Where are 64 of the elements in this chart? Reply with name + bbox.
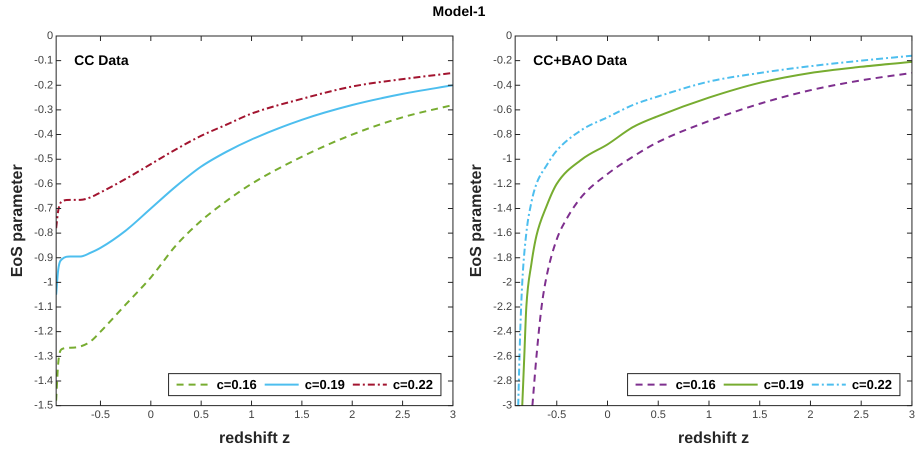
y-tick-label: -0.2 — [493, 54, 512, 67]
y-tick-label: -1.2 — [493, 178, 512, 190]
y-tick-label: -2.6 — [493, 350, 512, 362]
legend-label: c=0.22 — [392, 377, 433, 392]
y-tick-label: -1.1 — [34, 301, 54, 314]
x-tick-label: -0.5 — [547, 409, 566, 422]
x-tick-label: 2.5 — [854, 409, 869, 422]
legend-label: c=0.19 — [304, 377, 345, 392]
y-tick-label: -1.2 — [34, 326, 54, 338]
x-tick-label: 2 — [349, 409, 356, 422]
y-tick-label: -0.9 — [34, 252, 54, 264]
y-axis-title: EoS parameter — [9, 164, 26, 278]
y-tick-label: -0.1 — [34, 54, 54, 67]
line-series — [56, 84, 453, 296]
y-tick-label: -0.6 — [493, 104, 512, 116]
y-tick-label: -0.7 — [34, 202, 54, 215]
y-tick-label: -1.6 — [493, 227, 512, 240]
x-tick-label: 2.5 — [394, 409, 410, 422]
y-tick-label: -0.4 — [34, 128, 54, 141]
x-tick-label: 0 — [148, 409, 154, 422]
x-tick-label: 1 — [248, 409, 255, 422]
y-tick-label: -1 — [502, 153, 512, 166]
y-tick-label: -2 — [502, 276, 512, 288]
y-tick-label: -1.5 — [34, 400, 54, 412]
y-tick-label: 0 — [506, 30, 512, 42]
legend-label: c=0.16 — [216, 377, 257, 392]
y-tick-label: -0.8 — [34, 227, 54, 240]
y-tick-label: -2.8 — [493, 374, 512, 387]
y-tick-label: -0.6 — [34, 178, 54, 190]
chart-title: Model-1 — [432, 3, 486, 19]
line-series — [56, 72, 453, 230]
x-tick-label: 1.5 — [752, 409, 768, 422]
x-tick-label: -0.5 — [90, 409, 110, 422]
x-tick-label: 0.5 — [194, 409, 209, 422]
y-tick-label: -1 — [43, 276, 54, 288]
y-tick-label: -0.2 — [34, 79, 54, 92]
x-tick-label: 0 — [604, 409, 611, 422]
y-tick-label: 0 — [47, 30, 54, 42]
y-axis-title: EoS parameter — [468, 164, 486, 278]
y-tick-label: -3 — [502, 400, 512, 412]
y-tick-label: -0.3 — [34, 104, 54, 116]
y-tick-label: -2.4 — [493, 326, 512, 338]
legend-label: c=0.16 — [676, 377, 716, 392]
x-tick-label: 3 — [450, 409, 456, 422]
annotation: CC Data — [74, 52, 129, 68]
y-tick-label: -1.4 — [34, 374, 54, 387]
y-tick-label: -1.8 — [493, 252, 512, 264]
y-tick-label: -0.8 — [493, 128, 512, 141]
x-tick-label: 1 — [706, 409, 712, 422]
y-tick-label: -2.2 — [493, 301, 512, 314]
x-axis-title: redshift z — [218, 430, 290, 447]
y-tick-label: -0.4 — [493, 79, 512, 92]
annotation: CC+BAO Data — [533, 52, 628, 68]
x-tick-label: 1.5 — [294, 409, 310, 422]
legend-label: c=0.19 — [764, 377, 804, 392]
x-tick-label: 0.5 — [650, 409, 666, 422]
y-tick-label: -1.4 — [493, 202, 512, 215]
y-tick-label: -0.5 — [34, 153, 54, 166]
y-tick-label: -1.3 — [34, 350, 54, 362]
legend-label: c=0.22 — [852, 377, 892, 392]
x-tick-label: 2 — [807, 409, 814, 422]
x-tick-label: 3 — [908, 409, 916, 422]
x-axis-title: redshift z — [678, 430, 750, 447]
line-series — [56, 104, 453, 402]
